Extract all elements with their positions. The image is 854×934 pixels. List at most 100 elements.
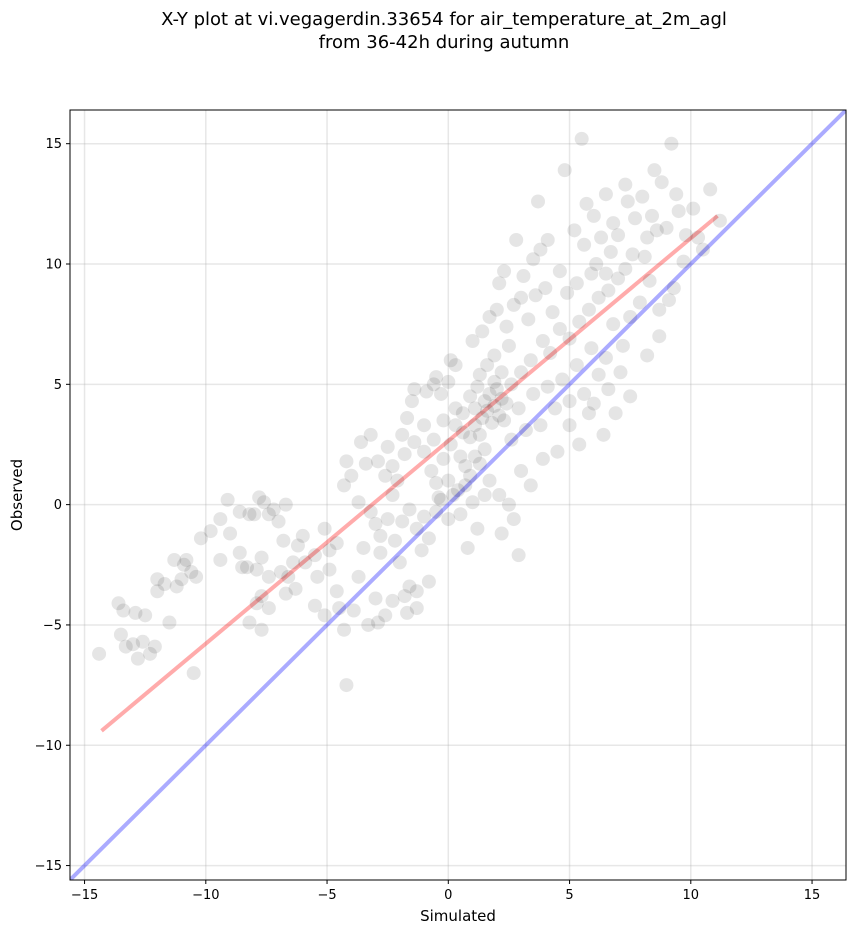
data-point bbox=[460, 540, 475, 555]
y-tick-label: 5 bbox=[54, 378, 62, 393]
data-point bbox=[606, 317, 621, 332]
data-point bbox=[417, 418, 432, 433]
data-point bbox=[453, 449, 468, 464]
data-point bbox=[480, 403, 495, 418]
data-point bbox=[421, 574, 436, 589]
data-point bbox=[640, 230, 655, 245]
y-tick-label: −5 bbox=[43, 618, 62, 633]
data-point bbox=[426, 432, 441, 447]
data-point bbox=[409, 584, 424, 599]
data-point bbox=[562, 394, 577, 409]
data-point bbox=[523, 478, 538, 493]
data-point bbox=[339, 678, 354, 693]
data-point bbox=[337, 622, 352, 637]
data-point bbox=[497, 413, 512, 428]
data-point bbox=[395, 427, 410, 442]
data-point bbox=[407, 382, 422, 397]
data-point bbox=[157, 577, 172, 592]
data-point bbox=[584, 266, 599, 281]
data-point bbox=[598, 350, 613, 365]
data-point bbox=[407, 435, 422, 450]
data-point bbox=[346, 603, 361, 618]
data-point bbox=[504, 432, 519, 447]
x-tick-label: 5 bbox=[565, 888, 573, 903]
data-point bbox=[586, 396, 601, 411]
data-point bbox=[417, 444, 432, 459]
axes-frame bbox=[69, 109, 847, 881]
data-point bbox=[431, 490, 446, 505]
data-point bbox=[535, 334, 550, 348]
data-point bbox=[189, 569, 204, 584]
data-point bbox=[678, 228, 693, 243]
data-point bbox=[254, 589, 269, 604]
data-point bbox=[550, 444, 565, 459]
data-point bbox=[322, 543, 337, 558]
data-point bbox=[261, 507, 276, 522]
data-point bbox=[397, 447, 412, 462]
data-point bbox=[368, 591, 383, 606]
data-point bbox=[329, 584, 344, 599]
data-point bbox=[429, 370, 444, 385]
axis-ticks: −15 −10 −5 0 5 10 15 −15 −10 −5 0 5 10 15 bbox=[35, 137, 821, 903]
data-point bbox=[419, 384, 434, 399]
data-point bbox=[686, 201, 701, 216]
data-point bbox=[632, 295, 647, 310]
data-point bbox=[676, 254, 691, 269]
data-point bbox=[552, 321, 567, 336]
data-point bbox=[611, 228, 626, 243]
data-point bbox=[511, 401, 526, 416]
data-point bbox=[475, 324, 490, 339]
data-point bbox=[543, 346, 558, 361]
data-point bbox=[261, 569, 276, 584]
data-point bbox=[135, 634, 150, 649]
chart-title-line-2: from 36-42h during autumn bbox=[318, 32, 570, 53]
data-point bbox=[618, 177, 633, 192]
data-point bbox=[307, 598, 322, 613]
data-point bbox=[581, 406, 596, 421]
data-point bbox=[492, 276, 507, 291]
data-point bbox=[499, 319, 514, 334]
data-point bbox=[514, 290, 529, 305]
data-point bbox=[310, 569, 325, 584]
data-point bbox=[436, 413, 451, 428]
data-point bbox=[518, 423, 533, 438]
data-point bbox=[273, 565, 288, 579]
data-point bbox=[695, 242, 710, 257]
data-point bbox=[712, 213, 727, 228]
data-point bbox=[652, 329, 667, 344]
data-point bbox=[397, 589, 412, 604]
data-point bbox=[540, 232, 555, 247]
data-point bbox=[118, 639, 133, 654]
y-tick-label: 0 bbox=[54, 498, 62, 513]
data-point bbox=[179, 552, 194, 567]
data-point bbox=[281, 569, 296, 584]
data-point bbox=[421, 531, 436, 546]
data-point bbox=[499, 396, 514, 411]
data-point bbox=[332, 601, 347, 616]
data-point bbox=[482, 473, 497, 488]
data-point bbox=[487, 348, 502, 363]
data-point bbox=[247, 507, 262, 522]
data-point bbox=[591, 290, 606, 305]
data-point bbox=[501, 338, 516, 353]
data-point bbox=[252, 490, 267, 505]
data-point bbox=[329, 536, 344, 551]
y-tick-label: 15 bbox=[45, 137, 62, 152]
data-point bbox=[385, 593, 400, 608]
data-point bbox=[254, 622, 269, 637]
data-point bbox=[577, 386, 592, 401]
data-point bbox=[361, 617, 376, 632]
data-point bbox=[475, 411, 490, 425]
y-tick-label: 10 bbox=[45, 258, 62, 273]
data-point bbox=[540, 379, 555, 394]
data-point bbox=[337, 478, 352, 493]
data-point bbox=[455, 425, 470, 440]
data-point bbox=[603, 244, 618, 259]
data-point bbox=[470, 521, 485, 536]
data-point bbox=[601, 283, 616, 298]
data-point bbox=[380, 439, 395, 454]
data-point bbox=[344, 468, 359, 483]
data-point bbox=[601, 382, 616, 397]
data-point bbox=[669, 187, 684, 202]
